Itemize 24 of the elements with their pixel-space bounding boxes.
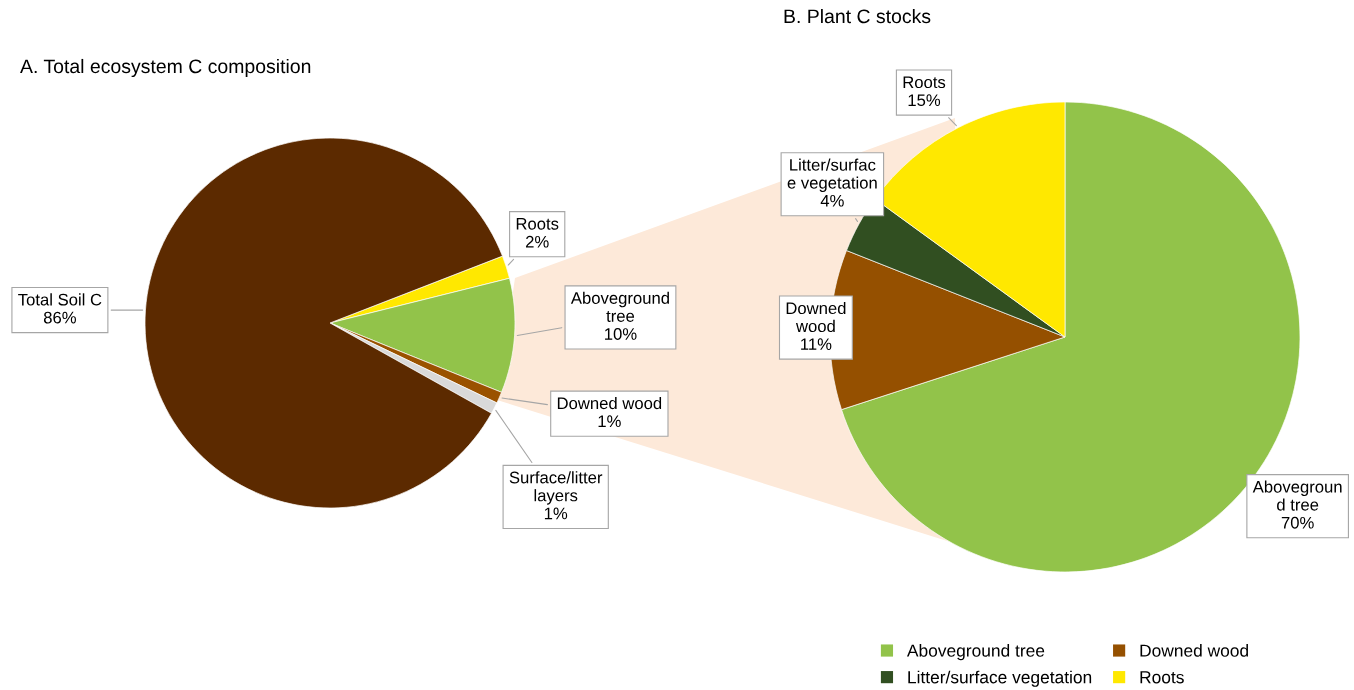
slice-label: Roots bbox=[516, 218, 559, 230]
legend-label: Downed wood bbox=[1140, 644, 1248, 657]
data-label: 86% bbox=[43, 311, 76, 324]
chart-title: B. Plant C stocks bbox=[784, 8, 931, 24]
slice-label: Aboveground tree bbox=[570, 291, 669, 322]
data-label: 4% bbox=[820, 194, 844, 207]
slice-label: Downed wood bbox=[557, 396, 662, 410]
legend-label: Roots bbox=[1140, 671, 1184, 684]
slice-label: Litter/surface vegetation bbox=[787, 158, 877, 193]
slice-label: Downed wood bbox=[786, 301, 846, 333]
data-label: 11% bbox=[801, 338, 832, 350]
slice-label: Aboveground tree bbox=[1252, 480, 1342, 511]
data-label: 70% bbox=[1281, 516, 1314, 529]
slice-label: Total Soil C bbox=[18, 293, 102, 306]
data-label: 2% bbox=[525, 235, 549, 248]
data-label: 1% bbox=[598, 415, 621, 428]
legend-label: Litter/surface vegetation bbox=[908, 670, 1092, 687]
slice-label: Surface/litter layers bbox=[509, 471, 603, 505]
data-label: 10% bbox=[605, 328, 637, 340]
data-label: 1% bbox=[544, 507, 568, 520]
legend-label: Aboveground tree bbox=[906, 644, 1045, 661]
slice-label: Roots bbox=[903, 76, 946, 89]
data-label: 15% bbox=[908, 94, 941, 107]
chart-title: A. Total ecosystem C composition bbox=[20, 58, 311, 78]
